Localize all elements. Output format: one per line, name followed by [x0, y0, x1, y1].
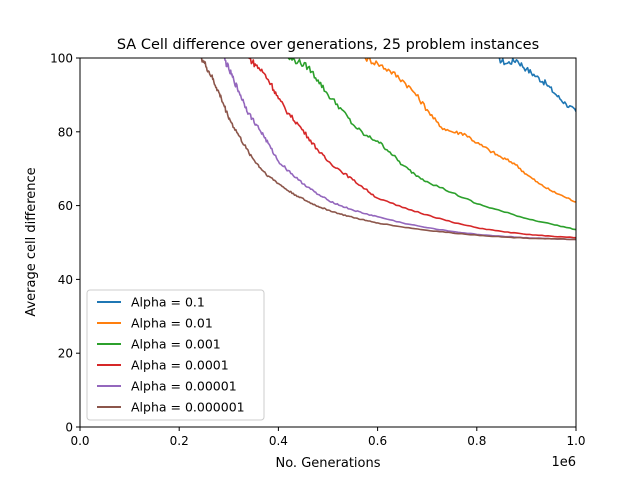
chart-title: SA Cell difference over generations, 25 …: [117, 37, 539, 53]
x-tick-label: 0.0: [70, 434, 89, 448]
series-line-0: [496, 58, 576, 112]
y-tick-label: 0: [65, 421, 73, 435]
y-tick-label: 40: [58, 273, 73, 287]
x-tick-label: 0.6: [368, 434, 387, 448]
x-axis-label: No. Generations: [275, 456, 380, 471]
y-tick-label: 100: [50, 52, 73, 66]
plot-frame: [79, 57, 577, 428]
y-axis-label: Average cell difference: [24, 167, 39, 316]
legend-label: Alpha = 0.01: [131, 316, 213, 331]
legend-label: Alpha = 0.000001: [131, 400, 245, 415]
y-tick-label: 20: [58, 347, 73, 361]
x-tick-label: 0.4: [269, 434, 288, 448]
y-tick-label: 60: [58, 199, 73, 213]
series-line-1: [364, 58, 576, 203]
x-tick-label: 0.8: [467, 434, 486, 448]
series-line-3: [248, 58, 576, 239]
legend-label: Alpha = 0.1: [131, 295, 205, 310]
legend-label: Alpha = 0.00001: [131, 379, 237, 394]
series-line-4: [223, 58, 576, 241]
legend-box: [86, 289, 265, 421]
x-axis: 0.0 0.2 0.4 0.6 0.8 1.0: [70, 427, 586, 448]
legend-label: Alpha = 0.0001: [131, 358, 229, 373]
y-tick-label: 80: [58, 125, 73, 139]
series-group: [200, 58, 576, 241]
x-tick-label: 0.2: [170, 434, 189, 448]
legend: Alpha = 0.1 Alpha = 0.01 Alpha = 0.001 Alph…: [86, 289, 265, 421]
x-tick-label: 1.0: [566, 434, 585, 448]
series-line-5: [200, 58, 576, 241]
y-axis: 0 20 40 60 80 100: [50, 52, 80, 435]
x-axis-offset: 1e6: [551, 455, 576, 470]
legend-label: Alpha = 0.001: [131, 337, 221, 352]
series-line-2: [287, 58, 576, 231]
